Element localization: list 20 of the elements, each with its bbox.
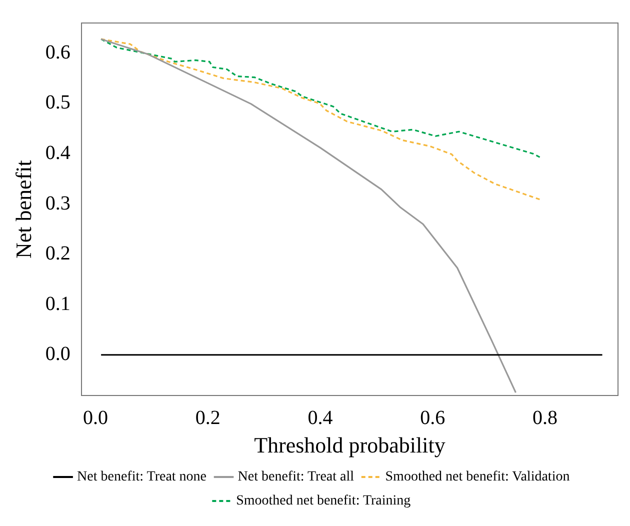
y-tick-label: 0.3 <box>45 192 70 214</box>
y-tick-label: 0.0 <box>45 343 70 366</box>
y-tick-label: 0.6 <box>45 41 70 64</box>
x-tick-label: 0.6 <box>420 406 446 429</box>
x-tick-label: 0.4 <box>308 406 333 429</box>
x-tick-label: 0.2 <box>195 406 220 429</box>
x-axis-title: Threshold probability <box>254 432 446 458</box>
x-tick-label: 0.8 <box>532 406 558 429</box>
y-tick-label: 0.2 <box>45 242 70 265</box>
x-tick-label: 0.0 <box>82 406 108 429</box>
legend-label: Smoothed net benefit: Validation <box>385 470 570 485</box>
legend-label: Net benefit: Treat all <box>238 470 354 485</box>
legend-label: Smoothed net benefit: Training <box>236 494 411 509</box>
line-series <box>100 38 541 200</box>
line-series <box>100 38 541 158</box>
y-axis-title: Net benefit <box>10 160 36 258</box>
legend-label: Net benefit: Treat none <box>77 470 207 485</box>
y-tick-label: 0.4 <box>45 142 70 164</box>
y-tick-label: 0.1 <box>45 292 70 315</box>
y-tick-label: 0.5 <box>45 92 70 114</box>
